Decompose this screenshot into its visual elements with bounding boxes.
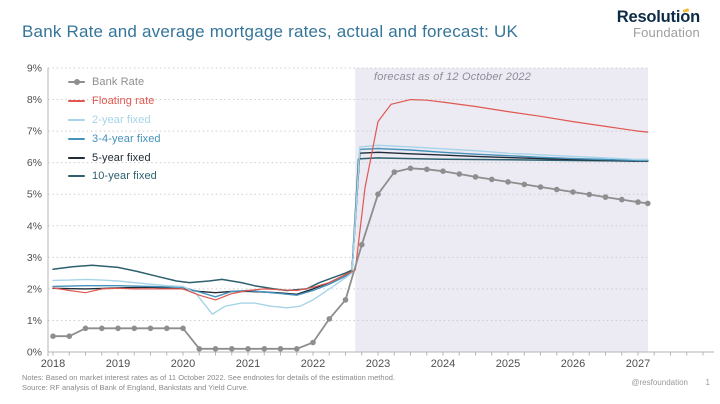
legend-item: 10-year fixed (68, 167, 161, 186)
notes-text: Notes: Based on market interest rates as… (22, 373, 395, 382)
legend-label: 3-4-year fixed (92, 132, 161, 145)
logo-resolution: Resolution (616, 8, 700, 26)
x-axis-label: 2027 (626, 358, 650, 370)
series-marker (424, 166, 430, 173)
page-number: 1 (705, 378, 710, 387)
page-title: Bank Rate and average mortgage rates, ac… (22, 22, 519, 41)
series-marker (99, 325, 105, 332)
series-marker (196, 346, 203, 352)
legend-item: 5-year fixed (68, 148, 161, 167)
series-marker (180, 325, 186, 332)
series-marker (375, 191, 381, 197)
series-marker (326, 316, 333, 322)
series-marker (537, 184, 544, 190)
series-marker (619, 196, 625, 203)
legend-swatch (68, 118, 85, 121)
series-line-floating-rate (52, 98, 649, 301)
logo-foundation: Foundation (632, 25, 700, 41)
y-axis-label: 4% (27, 220, 42, 232)
footer-notes: Notes: Based on market interest rates as… (22, 373, 395, 392)
legend-item: 3-4-year fixed (68, 129, 161, 148)
forecast-annotation: forecast as of 12 October 2022 (374, 71, 532, 83)
series-marker (229, 346, 235, 352)
legend-label: 2-year fixed (92, 113, 151, 126)
y-axis-label: 1% (27, 315, 42, 327)
legend-item: Floating rate (68, 92, 161, 111)
series-marker (440, 168, 446, 174)
legend-swatch (68, 156, 85, 159)
y-axis-label: 8% (27, 94, 42, 106)
legend-label: 10-year fixed (92, 170, 157, 183)
y-axis-label: 3% (27, 252, 42, 264)
series-marker (521, 181, 528, 188)
series-marker (261, 346, 268, 352)
series-marker (407, 165, 414, 172)
resolution-foundation-logo: Resolution Foundation (616, 8, 700, 41)
series-marker (505, 179, 511, 185)
legend-marker-dot (73, 79, 80, 86)
series-marker (342, 297, 349, 303)
series-marker (147, 325, 154, 332)
x-axis-label: 2025 (496, 358, 520, 370)
series-marker (82, 325, 89, 332)
series-marker (456, 171, 463, 177)
series-marker (131, 325, 138, 332)
x-axis-label: 2020 (171, 358, 195, 370)
y-axis-label: 6% (27, 157, 42, 169)
series-marker (489, 176, 495, 183)
forecast-band (355, 68, 648, 352)
series-marker (602, 194, 609, 200)
legend-swatch (68, 100, 85, 103)
series-marker (50, 333, 56, 340)
x-axis-label: 2024 (431, 358, 455, 370)
y-axis-label: 9% (27, 63, 42, 75)
x-axis-label: 2026 (561, 358, 585, 370)
series-marker (66, 333, 73, 340)
legend-item: Bank Rate (68, 73, 161, 92)
series-marker (645, 200, 651, 207)
legend-label: Floating rate (92, 95, 155, 108)
y-axis-label: 2% (27, 283, 42, 295)
legend-swatch (68, 175, 85, 178)
chart-legend: Bank Rate Floating rate 2-year fixed 3-4-ye… (68, 73, 161, 186)
series-marker (586, 191, 593, 198)
series-marker (635, 199, 641, 205)
legend-swatch (68, 79, 85, 86)
series-marker (212, 346, 219, 352)
y-axis-label: 5% (27, 189, 42, 201)
x-axis-label: 2023 (366, 358, 390, 370)
source-text: Source: RF analysis of Bank of England, … (22, 382, 249, 392)
series-marker (164, 325, 170, 332)
series-marker (554, 186, 560, 193)
series-marker (277, 346, 284, 352)
series-marker (570, 189, 576, 195)
series-marker (115, 325, 121, 332)
y-axis-label: 0% (27, 347, 42, 359)
x-axis-label: 2019 (106, 358, 130, 370)
x-axis-label: 2018 (41, 358, 65, 370)
series-marker (310, 339, 316, 346)
legend-label: 5-year fixed (92, 151, 151, 164)
legend-label: Bank Rate (92, 76, 145, 89)
series-marker (391, 169, 398, 175)
series-marker (359, 241, 365, 248)
series-marker (472, 174, 479, 180)
legend-item: 2-year fixed (68, 111, 161, 130)
series-line-2-year-fixed (52, 144, 649, 315)
x-axis-label: 2022 (301, 358, 325, 370)
x-axis-label: 2021 (236, 358, 260, 370)
series-marker (294, 346, 300, 352)
legend-swatch (68, 137, 85, 140)
twitter-handle: @resfoundation (631, 378, 688, 387)
y-axis-label: 7% (27, 126, 42, 138)
series-marker (245, 346, 251, 352)
